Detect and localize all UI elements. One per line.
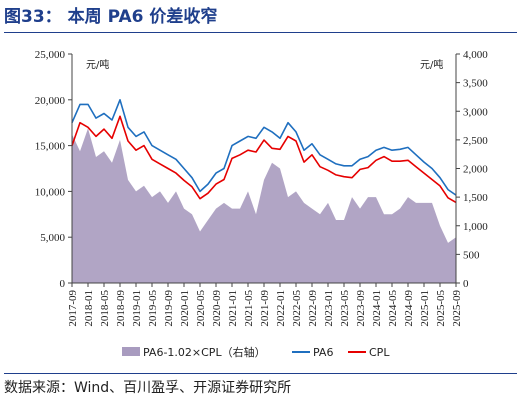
x-tick-label: 2025-09 bbox=[451, 290, 463, 327]
x-tick-label: 2020-05 bbox=[195, 290, 207, 327]
right-tick-label: 2,500 bbox=[463, 135, 488, 147]
x-tick-label: 2025-05 bbox=[435, 290, 447, 327]
x-tick-label: 2023-05 bbox=[339, 290, 351, 327]
x-tick-label: 2018-09 bbox=[115, 290, 127, 327]
series-area-spread bbox=[72, 128, 456, 283]
x-tick-label: 2020-01 bbox=[179, 290, 191, 327]
legend-swatch-spread bbox=[122, 347, 140, 356]
right-tick-label: 3,500 bbox=[463, 78, 488, 90]
left-tick-label: 10,000 bbox=[35, 186, 66, 198]
right-tick-label: 1,000 bbox=[463, 221, 488, 233]
x-tick-label: 2024-01 bbox=[371, 290, 383, 327]
x-tick-label: 2019-05 bbox=[147, 290, 159, 327]
chart-title: 图33： 本周 PA6 价差收窄 bbox=[4, 2, 517, 33]
x-tick-label: 2017-09 bbox=[67, 290, 79, 327]
x-tick-label: 2024-05 bbox=[387, 290, 399, 327]
right-tick-label: 4,000 bbox=[463, 49, 488, 61]
right-tick-label: 0 bbox=[463, 278, 469, 290]
x-tick-label: 2021-05 bbox=[243, 290, 255, 327]
series-line-pa6 bbox=[71, 99, 457, 196]
x-tick-label: 2022-09 bbox=[307, 290, 319, 327]
left-tick-label: 15,000 bbox=[35, 141, 66, 153]
x-tick-label: 2022-01 bbox=[275, 290, 287, 327]
x-tick-label: 2023-01 bbox=[323, 290, 335, 327]
x-tick-label: 2018-01 bbox=[83, 290, 95, 327]
legend-label: CPL bbox=[369, 346, 390, 359]
series-line-cpl bbox=[71, 115, 457, 204]
x-tick-label: 2025-01 bbox=[419, 290, 431, 327]
left-tick-label: 25,000 bbox=[35, 49, 66, 61]
left-tick-label: 20,000 bbox=[35, 95, 66, 107]
x-tick-label: 2019-09 bbox=[163, 290, 175, 327]
data-source-note: 数据来源：Wind、百川盈孚、开源证券研究所 bbox=[4, 373, 517, 402]
x-tick-label: 2020-09 bbox=[211, 290, 223, 327]
left-tick-label: 5,000 bbox=[40, 232, 65, 244]
legend-label: PA6-1.02×CPL（右轴） bbox=[143, 345, 266, 359]
x-tick-label: 2021-01 bbox=[227, 290, 239, 327]
left-axis-unit: 元/吨 bbox=[86, 58, 109, 71]
right-tick-label: 500 bbox=[463, 249, 480, 261]
figure-number: 图33： bbox=[4, 7, 62, 27]
x-tick-label: 2024-09 bbox=[403, 290, 415, 327]
x-tick-label: 2018-05 bbox=[99, 290, 111, 327]
right-tick-label: 1,500 bbox=[463, 192, 488, 204]
legend-label: PA6 bbox=[313, 346, 333, 359]
right-tick-label: 2,000 bbox=[463, 164, 488, 176]
x-tick-label: 2023-09 bbox=[355, 290, 367, 327]
left-tick-label: 0 bbox=[60, 278, 66, 290]
figure-title-text: 本周 PA6 价差收窄 bbox=[67, 7, 218, 27]
right-axis-unit: 元/吨 bbox=[420, 58, 443, 71]
x-tick-label: 2022-05 bbox=[291, 290, 303, 327]
x-tick-label: 2019-01 bbox=[131, 290, 143, 327]
x-tick-label: 2021-09 bbox=[259, 290, 271, 327]
right-tick-label: 3,000 bbox=[463, 106, 488, 118]
